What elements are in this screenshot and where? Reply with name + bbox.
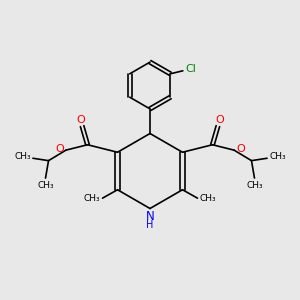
Text: CH₃: CH₃	[14, 152, 31, 161]
Text: CH₃: CH₃	[37, 181, 54, 190]
Text: CH₃: CH₃	[200, 194, 216, 203]
Text: H: H	[146, 220, 154, 230]
Text: N: N	[146, 210, 154, 224]
Text: CH₃: CH₃	[246, 181, 263, 190]
Text: Cl: Cl	[185, 64, 196, 74]
Text: CH₃: CH₃	[84, 194, 100, 203]
Text: O: O	[55, 144, 64, 154]
Text: O: O	[76, 115, 85, 124]
Text: O: O	[236, 144, 245, 154]
Text: O: O	[215, 115, 224, 124]
Text: CH₃: CH₃	[269, 152, 286, 161]
